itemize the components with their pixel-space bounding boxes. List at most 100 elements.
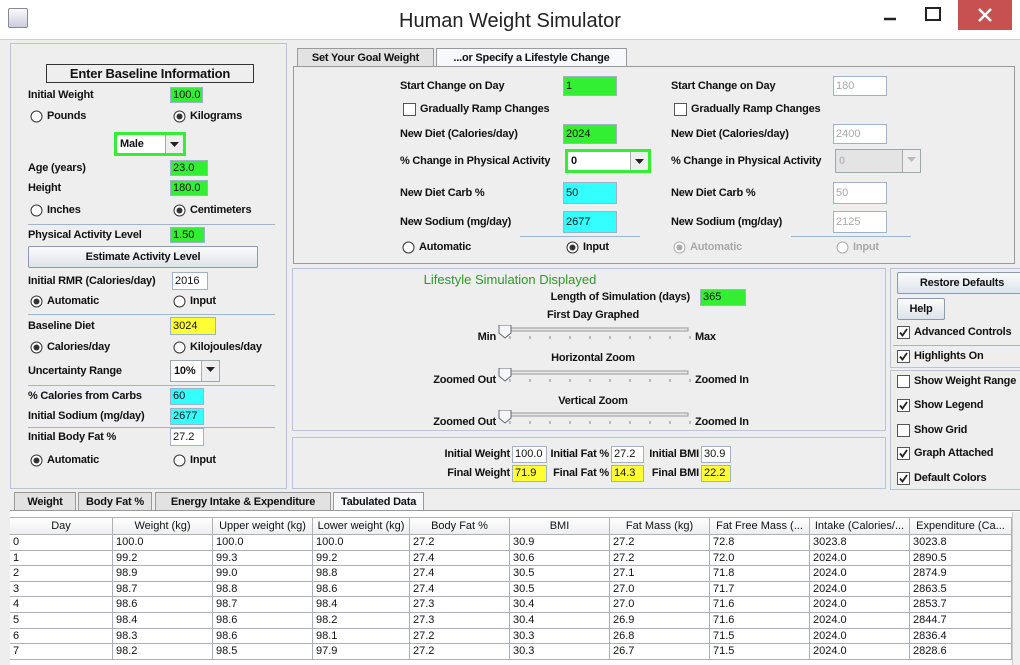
radio-button[interactable]: [173, 295, 186, 308]
checkbox[interactable]: [674, 103, 687, 116]
table-cell[interactable]: 3023.8: [810, 535, 910, 551]
slider[interactable]: [498, 367, 692, 386]
slider[interactable]: [498, 324, 692, 343]
tab[interactable]: Body Fat %: [78, 492, 152, 510]
table-cell[interactable]: 2024.0: [810, 613, 910, 629]
table-cell[interactable]: 71.7: [710, 581, 810, 598]
combo-box[interactable]: 10%: [170, 360, 220, 382]
radio-button[interactable]: [30, 204, 43, 217]
checkbox[interactable]: [897, 424, 910, 437]
table-cell[interactable]: 98.8: [313, 566, 410, 582]
table-cell[interactable]: 99.2: [113, 550, 213, 567]
table-cell[interactable]: 100.0: [313, 535, 410, 551]
radio-button[interactable]: [30, 454, 43, 467]
table-cell[interactable]: 27.3: [410, 613, 510, 629]
column-header[interactable]: Fat Mass (kg): [610, 517, 710, 535]
radio-button[interactable]: [173, 454, 186, 467]
table-cell[interactable]: 27.2: [410, 535, 510, 551]
text-field[interactable]: 2016: [172, 272, 208, 290]
table-cell[interactable]: 99.0: [213, 566, 313, 582]
column-header[interactable]: BMI: [510, 517, 610, 535]
app-icon[interactable]: [8, 8, 28, 28]
maximize-button[interactable]: [925, 7, 941, 21]
table-cell[interactable]: 71.6: [710, 597, 810, 613]
table-cell[interactable]: 27.3: [410, 597, 510, 613]
table-cell[interactable]: 30.5: [510, 581, 610, 598]
table-cell[interactable]: 27.4: [410, 566, 510, 582]
table-cell[interactable]: 71.5: [710, 644, 810, 660]
table-cell[interactable]: 71.8: [710, 566, 810, 582]
table-cell[interactable]: 98.4: [113, 613, 213, 629]
column-header[interactable]: Fat Free Mass (...: [710, 517, 810, 535]
checkbox[interactable]: [897, 375, 910, 388]
radio-button[interactable]: [30, 110, 43, 123]
checkbox[interactable]: [403, 103, 416, 116]
table-cell[interactable]: 2828.6: [910, 644, 1012, 660]
table-cell[interactable]: 98.2: [113, 644, 213, 660]
table-cell[interactable]: 5: [10, 613, 113, 629]
text-field[interactable]: 3024: [170, 317, 216, 335]
table-cell[interactable]: 30.3: [510, 628, 610, 645]
table-cell[interactable]: 30.5: [510, 566, 610, 582]
text-field[interactable]: 2677: [170, 407, 204, 425]
table-cell[interactable]: 3023.8: [910, 535, 1012, 551]
text-field[interactable]: 27.2: [611, 445, 644, 463]
column-header[interactable]: Day: [10, 517, 113, 535]
table-cell[interactable]: 27.2: [610, 535, 710, 551]
table-cell[interactable]: 2890.5: [910, 550, 1012, 567]
text-field[interactable]: 2024: [563, 124, 617, 144]
checkbox[interactable]: [897, 472, 910, 485]
tab[interactable]: Tabulated Data: [333, 492, 424, 510]
combo-box[interactable]: 0: [835, 149, 921, 173]
table-cell[interactable]: 27.4: [410, 550, 510, 567]
text-field[interactable]: 2677: [563, 211, 617, 233]
combo-arrow[interactable]: [165, 135, 183, 153]
text-field[interactable]: 1: [563, 76, 617, 96]
text-field[interactable]: 1.50: [170, 227, 205, 243]
combo-arrow[interactable]: [201, 361, 219, 381]
text-field[interactable]: 50: [833, 182, 887, 204]
radio-button[interactable]: [173, 341, 186, 354]
text-field[interactable]: 14.3: [611, 464, 644, 482]
table-cell[interactable]: 27.2: [410, 644, 510, 660]
table-cell[interactable]: 4: [10, 597, 113, 613]
table-cell[interactable]: 99.3: [213, 550, 313, 567]
column-header[interactable]: Upper weight (kg): [213, 517, 313, 535]
table-cell[interactable]: 2844.7: [910, 613, 1012, 629]
table-cell[interactable]: 2024.0: [810, 628, 910, 645]
minimize-button[interactable]: [870, 0, 910, 30]
text-field[interactable]: 71.9: [512, 464, 547, 482]
radio-button[interactable]: [30, 341, 43, 354]
table-cell[interactable]: 98.7: [213, 597, 313, 613]
table-cell[interactable]: 30.4: [510, 597, 610, 613]
table-cell[interactable]: 71.5: [710, 628, 810, 645]
radio-button[interactable]: [402, 241, 415, 254]
tab[interactable]: Set Your Goal Weight: [297, 48, 434, 66]
table-cell[interactable]: 2024.0: [810, 550, 910, 567]
table-cell[interactable]: 98.2: [313, 613, 410, 629]
table-cell[interactable]: 98.6: [213, 613, 313, 629]
checkbox[interactable]: [897, 447, 910, 460]
tab[interactable]: Weight: [14, 492, 76, 510]
table-cell[interactable]: 2024.0: [810, 581, 910, 598]
tab[interactable]: Energy Intake & Expenditure: [155, 492, 331, 510]
table-cell[interactable]: 30.6: [510, 550, 610, 567]
table-cell[interactable]: 98.3: [113, 628, 213, 645]
table-cell[interactable]: 2853.7: [910, 597, 1012, 613]
text-field[interactable]: 365: [700, 288, 746, 306]
table-cell[interactable]: 2024.0: [810, 597, 910, 613]
column-header[interactable]: Intake (Calories/...: [810, 517, 910, 535]
table-cell[interactable]: 26.9: [610, 613, 710, 629]
table-cell[interactable]: 97.9: [313, 644, 410, 660]
radio-button[interactable]: [673, 241, 686, 254]
text-field[interactable]: 60: [170, 387, 204, 405]
text-field[interactable]: 2125: [833, 211, 887, 233]
radio-button[interactable]: [566, 241, 579, 254]
table-cell[interactable]: 2024.0: [810, 566, 910, 582]
table-cell[interactable]: 2874.9: [910, 566, 1012, 582]
text-field[interactable]: 180: [833, 76, 887, 96]
table-cell[interactable]: 26.8: [610, 628, 710, 645]
table-cell[interactable]: 3: [10, 581, 113, 598]
table-cell[interactable]: 0: [10, 535, 113, 551]
checkbox[interactable]: [897, 326, 910, 339]
